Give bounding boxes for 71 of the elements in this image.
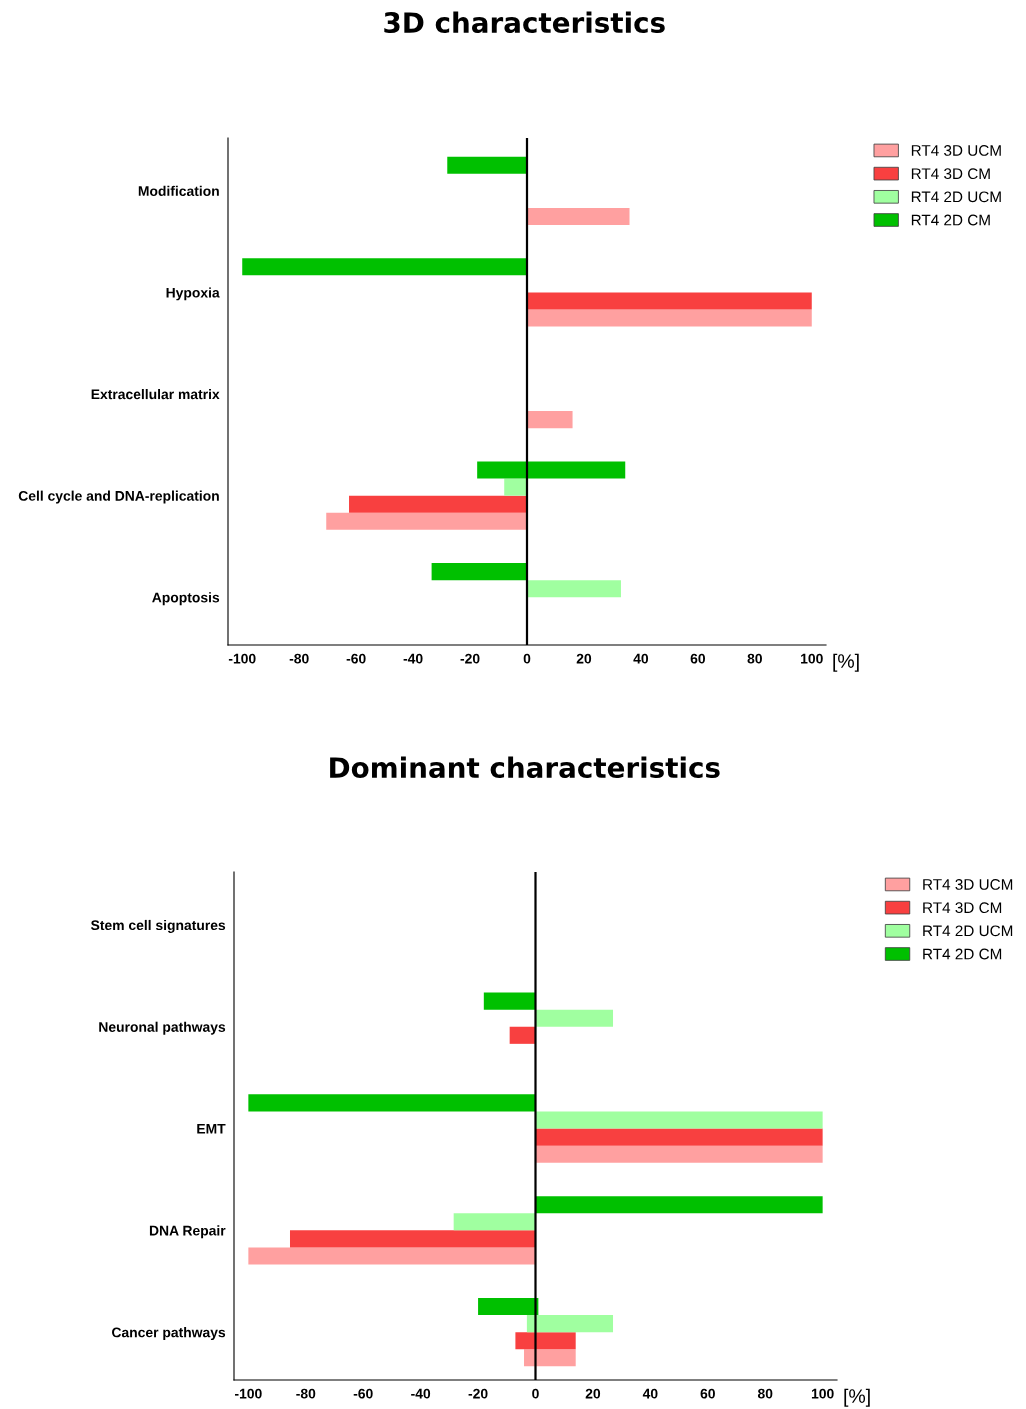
bar [535, 1111, 823, 1129]
x-tick-label: -60 [353, 1388, 373, 1399]
x-tick-label: 20 [585, 1388, 601, 1399]
x-tick-label: 100 [801, 653, 823, 664]
bar [527, 292, 812, 310]
x-tick-label: -60 [346, 653, 366, 664]
bar [535, 1009, 614, 1027]
bar [535, 1145, 823, 1163]
bar [527, 309, 812, 327]
bar [248, 1247, 536, 1265]
bar [242, 258, 527, 276]
bar [526, 1315, 614, 1333]
x-tick-label: 40 [633, 653, 649, 664]
x-tick-label: -20 [468, 1388, 488, 1399]
bar [527, 207, 630, 225]
y-tick-label: Extracellular matrix [91, 389, 220, 400]
y-tick-label: Cell cycle and DNA-replication [18, 490, 219, 504]
x-tick-label: -40 [411, 1388, 431, 1399]
x-axis-title: [%] [833, 653, 859, 672]
bar [477, 461, 626, 479]
x-tick-label: -80 [289, 653, 309, 664]
bar [447, 156, 527, 174]
legend-label: RT4 3D UCM [911, 145, 1001, 156]
x-tick-label: 60 [690, 653, 706, 664]
bar [349, 495, 527, 513]
bar [248, 1094, 536, 1112]
y-tick-label: Neuronal pathways [99, 1021, 226, 1035]
y-tick-label: Modification [138, 185, 219, 196]
x-axis-title: [%] [844, 1388, 870, 1407]
bar [515, 1332, 576, 1350]
x-tick-label: -80 [296, 1388, 316, 1399]
x-tick-label: 60 [700, 1388, 715, 1399]
chart-title: Dominant characteristics [330, 756, 720, 779]
legend-label: RT4 3D CM [911, 168, 990, 180]
bar [535, 1128, 823, 1146]
legend-label: RT4 3D UCM [923, 879, 1013, 890]
bar [478, 1297, 539, 1316]
y-tick-label: DNA Repair [149, 1225, 226, 1239]
x-tick-label: 0 [532, 1388, 539, 1399]
x-tick-label: 80 [757, 1388, 773, 1399]
bar [289, 1230, 536, 1248]
x-tick-label: 40 [642, 1388, 658, 1399]
x-tick-label: 0 [523, 653, 531, 664]
legend-label: RT4 2D CM [923, 948, 1002, 960]
bar [431, 563, 527, 581]
legend-label: RT4 2D CM [911, 214, 990, 226]
bar [326, 512, 527, 530]
bar [524, 1349, 576, 1367]
bar [527, 580, 621, 598]
x-tick-label: -100 [235, 1388, 262, 1399]
bar [527, 411, 573, 429]
y-tick-label: EMT [197, 1124, 226, 1134]
y-tick-label: Stem cell signatures [90, 919, 226, 933]
x-tick-label: 80 [747, 653, 762, 664]
x-tick-label: 100 [811, 1388, 834, 1399]
y-tick-label: Hypoxia [166, 287, 220, 301]
bar [509, 1026, 536, 1044]
chart-title: 3D characteristics [384, 11, 665, 34]
x-tick-label: -100 [228, 653, 256, 664]
y-tick-label: Apoptosis [152, 592, 220, 606]
legend-label: RT4 2D UCM [911, 191, 1001, 203]
bar [504, 478, 527, 496]
x-tick-label: 20 [576, 653, 592, 664]
y-tick-label: Cancer pathways [112, 1327, 226, 1341]
legend-label: RT4 3D CM [923, 902, 1002, 914]
bar [483, 992, 536, 1010]
x-tick-label: -40 [403, 653, 423, 664]
x-tick-label: -20 [460, 653, 480, 664]
bar [535, 1196, 823, 1214]
bar [453, 1213, 536, 1231]
legend-label: RT4 2D UCM [923, 925, 1013, 937]
